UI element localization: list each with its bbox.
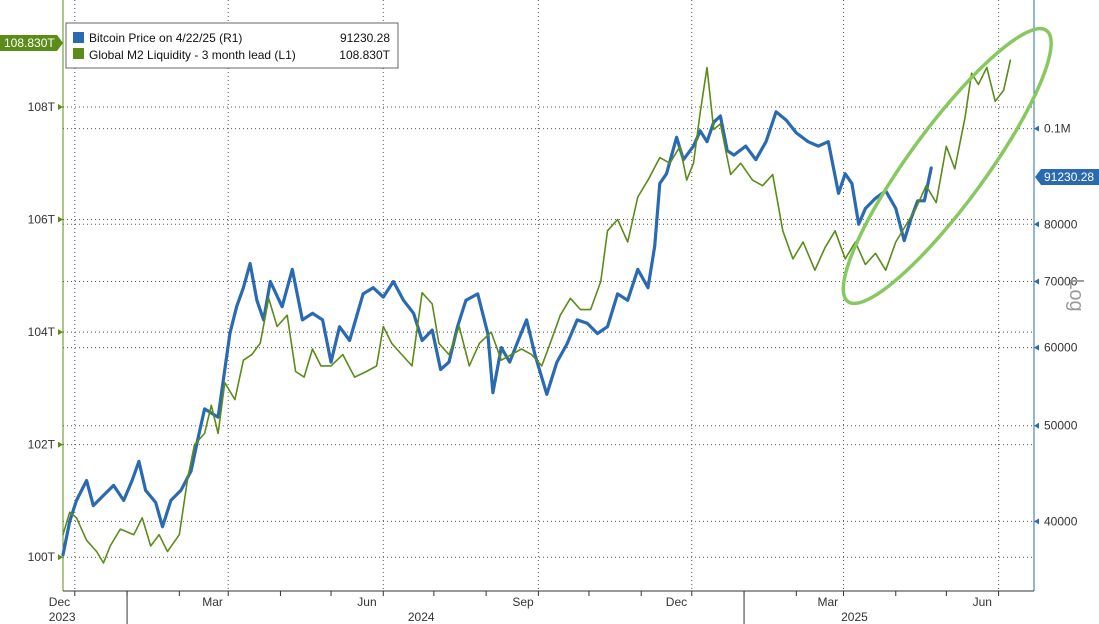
left-last-value-badge: 108.830T — [0, 35, 63, 51]
right-tick-marker — [1034, 278, 1039, 285]
left-tick-marker — [58, 216, 63, 223]
highlight-ellipse — [841, 26, 1053, 306]
left-badge-shape — [0, 35, 63, 51]
right-tick-marker — [1034, 221, 1039, 228]
left-tick-marker — [58, 103, 63, 110]
x-month-label: Mar — [818, 595, 839, 609]
x-month-label: Jun — [357, 595, 376, 609]
legend-box — [65, 22, 399, 69]
right-tick-label: 50000 — [1044, 419, 1078, 433]
legend: Bitcoin Price on 4/22/25 (R1) 91230.28 G… — [65, 22, 399, 69]
left-tick-marker — [58, 441, 63, 448]
legend-label-m2: Global M2 Liquidity - 3 month lead (L1) — [89, 48, 296, 62]
annotation-layer — [841, 26, 1053, 306]
right-axis-title: Log — [1065, 278, 1087, 311]
left-tick-label: 102T — [28, 438, 56, 452]
x-month-label: Jun — [973, 595, 992, 609]
right-tick-label: 40000 — [1044, 514, 1078, 528]
legend-value-bitcoin: 91230.28 — [340, 31, 390, 45]
right-tick-marker — [1034, 518, 1039, 525]
x-year-label: 2023 — [49, 610, 76, 624]
legend-value-m2: 108.830T — [339, 48, 390, 62]
left-badge-text: 108.830T — [4, 36, 55, 50]
x-year-label: 2024 — [408, 610, 435, 624]
right-tick-label: 70000 — [1044, 274, 1078, 288]
legend-swatch-m2 — [73, 48, 84, 59]
left-tick-label: 106T — [28, 213, 56, 227]
series-line-bitcoin — [61, 110, 933, 557]
right-tick-marker — [1034, 344, 1039, 351]
badge-layer: 108.830T 91230.28 — [0, 35, 1099, 185]
x-month-label: Dec — [666, 595, 687, 609]
x-month-label: Sep — [512, 595, 534, 609]
right-last-value-badge: 91230.28 — [1035, 169, 1099, 185]
x-year-label: 2025 — [841, 610, 868, 624]
legend-swatch-bitcoin — [73, 32, 84, 43]
left-tick-marker — [58, 554, 63, 561]
right-tick-marker — [1034, 422, 1039, 429]
x-month-label: Mar — [202, 595, 223, 609]
right-tick-label: 60000 — [1044, 341, 1078, 355]
right-badge-shape — [1035, 169, 1099, 185]
right-tick-label: 0.1M — [1044, 122, 1071, 136]
series-line-m2-liquidity — [62, 59, 1012, 564]
axes-layer: 100T 102T 104T 106T 108T 40000 50000 60000 70000… — [28, 0, 1078, 624]
left-tick-marker — [58, 329, 63, 336]
right-badge-text: 91230.28 — [1044, 170, 1094, 184]
series-layer — [61, 59, 1012, 564]
right-tick-label: 80000 — [1044, 217, 1078, 231]
x-month-label: Dec — [49, 595, 70, 609]
left-tick-label: 108T — [28, 100, 56, 114]
grid-layer — [63, 0, 1034, 591]
right-tick-marker — [1034, 125, 1039, 132]
left-tick-label: 104T — [28, 325, 56, 339]
left-tick-label: 100T — [28, 550, 56, 564]
legend-label-bitcoin: Bitcoin Price on 4/22/25 (R1) — [89, 31, 242, 45]
